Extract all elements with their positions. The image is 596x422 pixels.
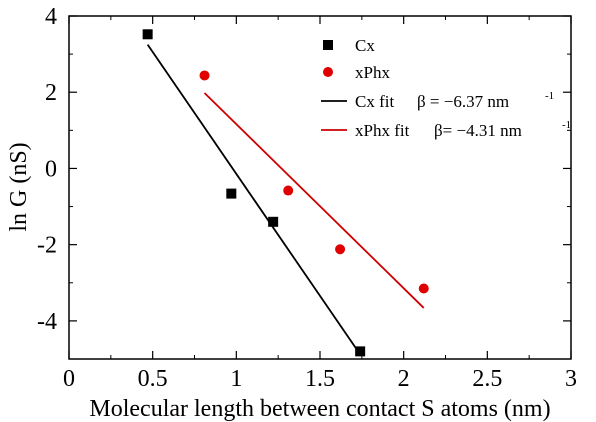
y-tick-label: -2 [37, 233, 57, 259]
data-point-xphx [335, 244, 346, 255]
legend-marker-cx [323, 40, 333, 50]
legend-superscript-cx-fit: -1 [545, 90, 554, 102]
x-tick-label: 0 [63, 366, 75, 392]
x-tick-label: 3 [565, 366, 577, 392]
y-tick-label: 4 [45, 4, 57, 30]
plot-frame [68, 15, 572, 360]
legend-label-xphx-fit: xPhx fit [355, 121, 410, 140]
x-tick-label: 1.5 [305, 366, 335, 392]
legend-marker-xphx [323, 67, 333, 77]
data-point-cx [142, 29, 153, 40]
x-tick-label: 2 [398, 366, 410, 392]
data-point-cx [268, 216, 279, 227]
x-tick-label: 2.5 [472, 366, 502, 392]
legend: Cx xPhx Cx fit β = −6.37 nm -1 xPhx fit β= −4.… [321, 36, 571, 140]
x-axis-title: Molecular length between contact S atoms… [89, 396, 550, 422]
y-tick-label: 2 [45, 80, 57, 106]
legend-annotation-cx-fit: β = −6.37 nm [417, 92, 509, 111]
data-point-xphx [418, 283, 429, 294]
y-tick-label: -4 [37, 309, 57, 335]
legend-superscript-xphx-fit: -1 [562, 119, 571, 131]
fit-line-xphx-fit [203, 92, 425, 309]
data-point-xphx [199, 70, 210, 81]
legend-label-xphx: xPhx [355, 63, 390, 82]
x-tick-label: 0.5 [138, 366, 168, 392]
data-point-cx [355, 346, 366, 357]
x-tick-label: 1 [230, 366, 242, 392]
y-axis-title: ln G (nS) [6, 142, 32, 231]
fit-line-cx-fit [146, 44, 361, 355]
series-layer [142, 29, 429, 357]
y-tick-label: 0 [45, 156, 57, 182]
data-point-xphx [283, 185, 294, 196]
legend-label-cx: Cx [355, 36, 375, 55]
y-axis: -4 -2 0 2 4 [37, 4, 571, 360]
legend-annotation-xphx-fit: β= −4.31 nm [434, 121, 522, 140]
legend-label-cx-fit: Cx fit [355, 92, 394, 111]
x-axis: 0 0.5 1 1.5 2 2.5 3 [63, 16, 577, 392]
data-point-cx [226, 188, 237, 199]
